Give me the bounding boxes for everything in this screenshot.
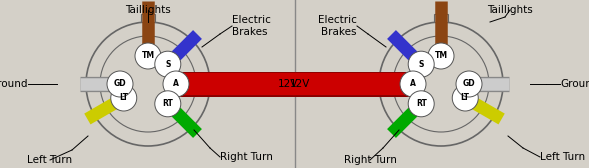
Text: LT: LT: [461, 94, 470, 102]
Circle shape: [155, 91, 181, 117]
Text: S: S: [419, 60, 424, 69]
Circle shape: [452, 85, 478, 111]
Circle shape: [400, 71, 426, 97]
Text: RT: RT: [416, 99, 426, 108]
Text: GD: GD: [463, 79, 475, 89]
Text: RT: RT: [163, 99, 173, 108]
Circle shape: [456, 71, 482, 97]
Text: Right Turn: Right Turn: [220, 152, 273, 162]
Text: Electric
Brakes: Electric Brakes: [232, 15, 271, 37]
Text: A: A: [173, 79, 179, 89]
Text: 12V: 12V: [290, 79, 310, 89]
Circle shape: [428, 43, 454, 69]
Circle shape: [155, 51, 181, 77]
Text: Taillights: Taillights: [125, 5, 171, 15]
Text: Left Turn: Left Turn: [540, 152, 585, 162]
Text: S: S: [165, 60, 170, 69]
Text: TM: TM: [141, 52, 154, 60]
Text: Electric
Brakes: Electric Brakes: [318, 15, 357, 37]
FancyBboxPatch shape: [141, 14, 155, 22]
Text: Taillights: Taillights: [487, 5, 533, 15]
Text: TM: TM: [435, 52, 448, 60]
Circle shape: [408, 51, 434, 77]
Text: LT: LT: [119, 94, 128, 102]
Circle shape: [408, 91, 434, 117]
Text: Right Turn: Right Turn: [343, 155, 396, 165]
FancyBboxPatch shape: [434, 14, 448, 22]
Circle shape: [135, 43, 161, 69]
Text: A: A: [410, 79, 416, 89]
Text: Left Turn: Left Turn: [28, 155, 72, 165]
Text: GD: GD: [114, 79, 126, 89]
Circle shape: [111, 85, 137, 111]
Circle shape: [163, 71, 189, 97]
Text: 12V: 12V: [278, 79, 299, 89]
Text: Ground: Ground: [0, 79, 28, 89]
Text: Ground: Ground: [560, 79, 589, 89]
Circle shape: [107, 71, 133, 97]
